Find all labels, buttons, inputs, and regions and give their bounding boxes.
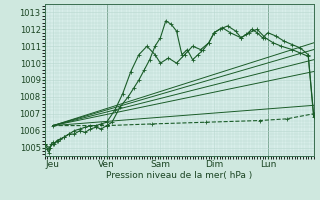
X-axis label: Pression niveau de la mer( hPa ): Pression niveau de la mer( hPa ) — [106, 171, 252, 180]
